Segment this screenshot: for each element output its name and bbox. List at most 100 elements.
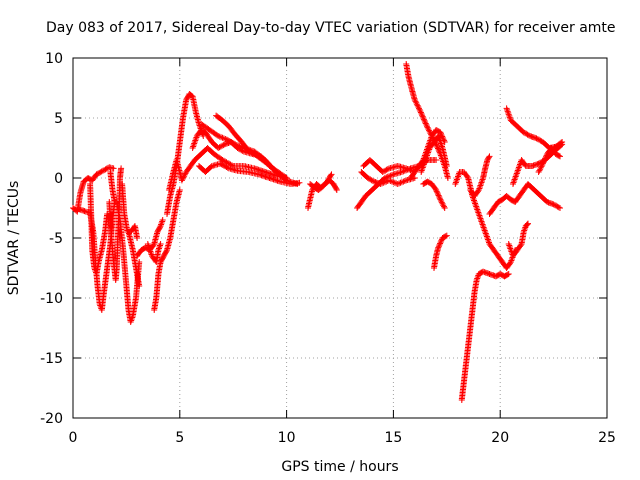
data-point	[379, 169, 386, 175]
data-point	[189, 145, 196, 151]
data-point	[444, 175, 451, 181]
data-point	[381, 179, 388, 186]
data-point	[423, 121, 430, 128]
x-tick-label: 0	[69, 430, 78, 446]
data-point	[475, 188, 481, 195]
data-point	[389, 172, 395, 178]
data-point	[542, 155, 549, 162]
data-point	[538, 163, 545, 170]
data-point	[520, 129, 527, 136]
data-point	[434, 189, 441, 196]
data-point	[507, 260, 513, 267]
data-point	[486, 153, 493, 160]
data-point	[441, 205, 448, 211]
data-point	[136, 283, 143, 289]
data-point	[368, 177, 375, 184]
data-point	[383, 178, 390, 185]
data-point	[333, 187, 340, 193]
data-point	[218, 134, 225, 141]
data-point	[437, 129, 444, 136]
data-point	[524, 131, 531, 138]
chart-title: Day 083 of 2017, Sidereal Day-to-day VTE…	[46, 20, 616, 36]
data-point	[443, 232, 450, 239]
data-point	[110, 165, 117, 172]
data-point	[537, 164, 544, 171]
data-point	[400, 178, 407, 185]
data-point	[557, 205, 563, 211]
data-point	[327, 172, 334, 179]
data-point	[432, 185, 439, 192]
data-point	[555, 152, 562, 159]
data-point	[536, 167, 543, 174]
data-point	[414, 102, 421, 109]
data-point	[438, 237, 445, 244]
data-point	[231, 140, 238, 147]
data-point	[219, 142, 226, 149]
axis-ticks: 0 5 10 15 20 25 -20 -15 -10 -5 0 5 10	[40, 51, 616, 446]
data-point	[236, 143, 243, 150]
data-point	[504, 271, 511, 278]
data-point	[533, 135, 540, 142]
data-point	[436, 241, 443, 248]
data-point	[435, 243, 442, 250]
data-point	[181, 171, 188, 178]
data-point	[379, 180, 385, 187]
data-point	[406, 166, 413, 173]
data-point	[387, 178, 394, 184]
data-point	[391, 179, 398, 186]
data-point	[97, 169, 104, 176]
x-axis-label: GPS time / hours	[281, 459, 398, 475]
data-point	[413, 99, 420, 106]
data-point	[559, 139, 566, 145]
data-point	[215, 145, 222, 151]
data-point	[419, 113, 426, 120]
x-tick-label: 25	[598, 430, 616, 446]
data-point	[539, 162, 546, 168]
data-point	[328, 171, 335, 178]
y-tick-label: -15	[40, 351, 63, 367]
data-point	[118, 165, 125, 172]
data-point	[505, 241, 512, 247]
data-point	[401, 178, 408, 184]
data-point	[541, 156, 548, 163]
data-point	[554, 203, 561, 210]
data-point	[333, 185, 340, 192]
data-point	[443, 163, 450, 169]
data-point	[98, 168, 105, 175]
y-tick-label: -20	[40, 411, 63, 427]
data-point	[389, 178, 395, 185]
data-point	[442, 233, 449, 240]
data-point	[437, 239, 444, 246]
data-point	[103, 165, 110, 172]
data-point	[424, 124, 431, 131]
data-point	[413, 101, 420, 108]
data-point	[435, 244, 442, 251]
data-point	[435, 192, 442, 199]
data-point	[396, 180, 403, 187]
data-point	[464, 173, 471, 180]
data-point	[163, 248, 170, 255]
data-point	[524, 221, 531, 228]
y-tick-label: 10	[45, 51, 63, 67]
data-point	[426, 127, 432, 134]
data-point	[505, 271, 512, 277]
data-point	[433, 187, 440, 193]
data-point	[403, 165, 410, 172]
data-point	[249, 149, 255, 156]
data-point	[369, 177, 376, 184]
data-point	[296, 179, 303, 186]
data-point	[422, 120, 429, 127]
data-point	[550, 201, 557, 208]
data-point	[418, 110, 425, 117]
data-point	[540, 159, 547, 166]
data-point	[176, 187, 183, 193]
data-point	[436, 193, 443, 200]
data-point	[99, 167, 106, 174]
data-point	[485, 154, 492, 161]
plot-frame	[72, 57, 608, 419]
data-point	[558, 139, 565, 146]
data-point	[474, 275, 481, 282]
y-tick-label: -10	[40, 291, 63, 307]
data-point	[525, 220, 531, 227]
data-point	[216, 133, 223, 140]
